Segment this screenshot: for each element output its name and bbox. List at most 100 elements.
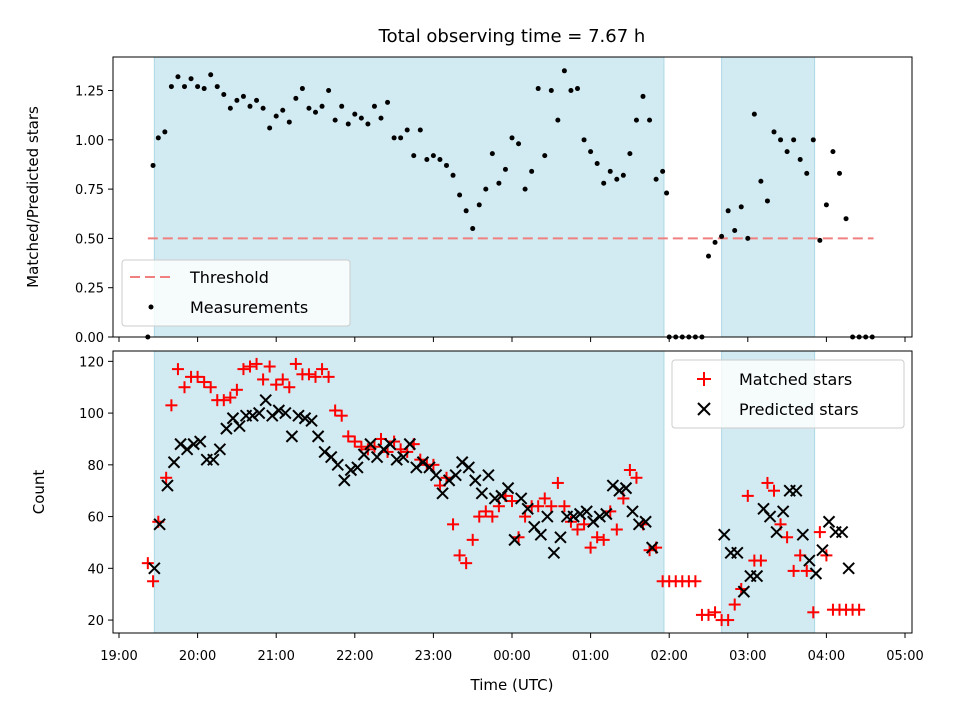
predicted-star-point xyxy=(364,437,377,451)
legend-measurements-swatch xyxy=(148,304,154,310)
measurement-point xyxy=(489,151,495,157)
predicted-star-point xyxy=(311,430,325,443)
predicted-star-point xyxy=(790,484,803,497)
legend-measurements-label: Measurements xyxy=(190,298,308,317)
predicted-star-point xyxy=(220,422,233,435)
measurement-point xyxy=(221,91,227,97)
x-tick-label: 22:00 xyxy=(336,649,373,664)
measurement-point xyxy=(365,121,371,127)
measurement-point xyxy=(817,237,823,243)
matched-star-point xyxy=(302,368,315,381)
x-tick-label: 04:00 xyxy=(808,649,845,664)
top-y-tick-label: 0.00 xyxy=(75,331,104,346)
measurement-point xyxy=(319,103,325,109)
measurement-point xyxy=(267,125,273,131)
predicted-star-point xyxy=(763,510,777,523)
matched-star-point xyxy=(165,399,178,412)
measurement-point xyxy=(627,151,633,157)
top-shaded-region xyxy=(721,56,816,338)
measurement-point xyxy=(614,176,620,182)
measurement-point xyxy=(620,172,626,178)
matched-star-point xyxy=(538,492,551,505)
measurement-point xyxy=(162,129,168,135)
matched-star-point xyxy=(787,564,800,577)
predicted-star-point xyxy=(462,461,475,474)
predicted-star-point xyxy=(645,541,659,554)
measurement-point xyxy=(804,170,810,176)
matched-star-point xyxy=(257,373,270,386)
measurement-point xyxy=(771,129,777,135)
predicted-star-point xyxy=(331,458,344,472)
predicted-star-point xyxy=(285,430,299,443)
measurement-point xyxy=(195,84,201,90)
measurement-point xyxy=(555,117,561,123)
measurement-point xyxy=(150,162,156,168)
predicted-star-point xyxy=(272,404,286,417)
predicted-star-point xyxy=(488,492,502,505)
measurement-point xyxy=(843,216,849,222)
measurement-point xyxy=(378,115,384,121)
predicted-star-point xyxy=(796,528,810,541)
measurement-point xyxy=(463,208,469,214)
legend-matched-label: Matched stars xyxy=(739,370,852,389)
predicted-star-point xyxy=(731,546,744,560)
measurement-point xyxy=(502,166,508,172)
measurement-point xyxy=(470,226,476,232)
matched-star-point xyxy=(237,363,250,376)
matched-star-point xyxy=(689,575,702,588)
measurement-point xyxy=(784,149,790,155)
predicted-star-point xyxy=(803,554,816,567)
matched-star-point xyxy=(322,370,335,383)
matched-star-point xyxy=(630,471,643,484)
x-tick-label: 05:00 xyxy=(886,649,923,664)
predicted-star-point xyxy=(554,531,567,544)
predicted-star-point xyxy=(403,437,417,451)
predicted-star-point xyxy=(573,507,587,521)
matched-star-point xyxy=(217,394,230,407)
matched-star-point xyxy=(741,489,754,502)
predicted-star-point xyxy=(259,393,272,407)
predicted-star-point xyxy=(233,419,246,433)
measurement-point xyxy=(810,137,816,143)
measurement-point xyxy=(476,202,482,208)
matched-star-point xyxy=(460,557,473,570)
x-tick-label: 21:00 xyxy=(257,649,294,664)
measurement-point xyxy=(391,135,397,141)
predicted-star-point xyxy=(776,505,790,518)
bottom-x-axis: 19:00 20:00 21:00 22:00 23:00 00:00 01:00 02:00… xyxy=(100,633,924,664)
top-y-tick-label: 1.25 xyxy=(75,85,104,100)
bottom-y-label: Count xyxy=(30,470,48,515)
measurement-point xyxy=(286,119,292,125)
predicted-star-point xyxy=(514,492,528,505)
predicted-star-point xyxy=(252,406,266,420)
measurement-point xyxy=(568,88,574,94)
measurement-points xyxy=(145,68,875,340)
measurement-point xyxy=(293,95,299,101)
predicted-stars-points xyxy=(148,393,855,598)
measurement-point xyxy=(273,113,279,119)
measurement-point xyxy=(764,198,770,204)
measurement-point xyxy=(529,168,535,174)
bottom-y-tick-label: 20 xyxy=(87,614,104,629)
measurement-point xyxy=(830,149,836,155)
matched-star-point xyxy=(486,510,499,523)
predicted-star-point xyxy=(338,474,351,487)
measurement-point xyxy=(385,99,391,105)
predicted-star-point xyxy=(213,443,227,456)
predicted-star-point xyxy=(816,544,829,557)
measurement-point xyxy=(345,121,351,127)
matched-star-point xyxy=(453,549,466,562)
bottom-y-tick-label: 100 xyxy=(79,407,104,422)
measurement-point xyxy=(509,135,515,141)
matched-star-point xyxy=(447,518,460,531)
measurement-point xyxy=(280,107,286,113)
measurement-point xyxy=(732,228,738,234)
matched-star-point xyxy=(623,464,636,477)
measurement-point xyxy=(745,235,751,241)
bottom-legend-box xyxy=(671,359,905,429)
measurement-point xyxy=(214,84,220,90)
measurement-point xyxy=(712,239,718,245)
measurement-point xyxy=(234,97,240,103)
predicted-star-point xyxy=(613,484,626,497)
matched-star-point xyxy=(335,409,348,422)
